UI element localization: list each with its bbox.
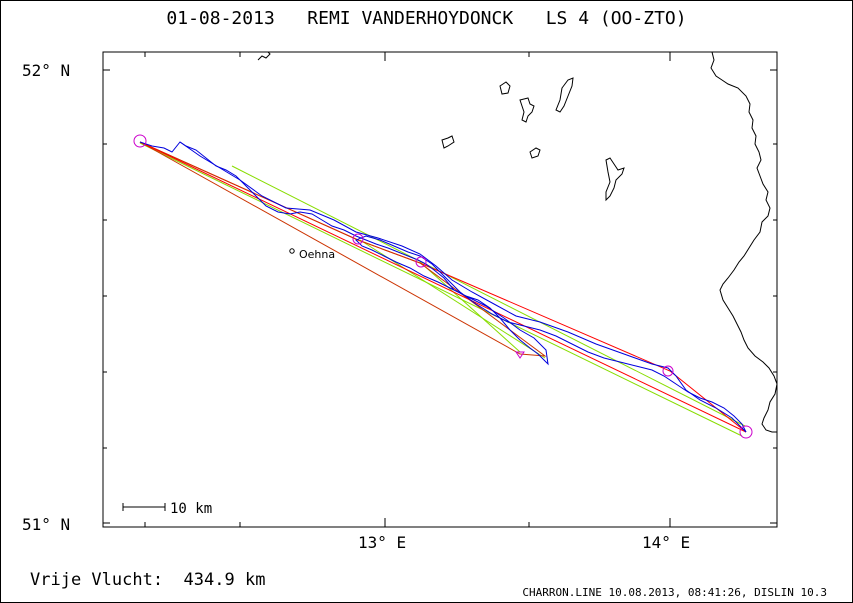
place-label: Oehna [299, 248, 335, 261]
flight-track-extra [179, 141, 747, 433]
flight-track [139, 141, 747, 433]
country-border [710, 51, 778, 433]
turnpoint-2-marker [415, 256, 427, 268]
page-title: 01-08-2013 REMI VANDERHOYDONCK LS 4 (OO-… [166, 8, 687, 29]
lake-4 [441, 135, 455, 149]
lake-5 [529, 147, 541, 159]
lake-1 [499, 81, 511, 95]
turnpoint-4-marker [662, 365, 674, 377]
scale-bar [122, 503, 166, 511]
lake-6 [605, 157, 625, 202]
scale-bar-label: 10 km [170, 501, 212, 517]
turnpoint-1-marker [352, 233, 364, 245]
lat-label-bottom: 51° N [22, 515, 70, 534]
map-frame [102, 51, 778, 528]
axis-ticks [103, 52, 777, 527]
borders-and-lakes [257, 51, 778, 433]
software-info: CHARRON.LINE 10.08.2013, 08:41:26, DISLI… [522, 586, 827, 599]
finish-point-marker [739, 425, 753, 439]
task-lines [139, 141, 747, 433]
turnpoint-3-marker [515, 351, 525, 359]
sector-lines [139, 142, 746, 437]
distance-label: Vrije Vlucht: [30, 570, 164, 590]
lat-label-top: 52° N [22, 61, 70, 80]
distance-summary: Vrije Vlucht: 434.9 km [30, 570, 265, 590]
turnpoint-markers [133, 134, 753, 439]
lon-label-14: 14° E [642, 533, 690, 552]
start-point-marker [133, 134, 147, 148]
lake-top [257, 51, 271, 61]
place-marker-icon [289, 248, 295, 254]
lon-label-13: 13° E [358, 533, 406, 552]
distance-value: 434.9 km [183, 570, 266, 590]
lake-2 [519, 97, 535, 123]
lake-3 [555, 77, 574, 113]
